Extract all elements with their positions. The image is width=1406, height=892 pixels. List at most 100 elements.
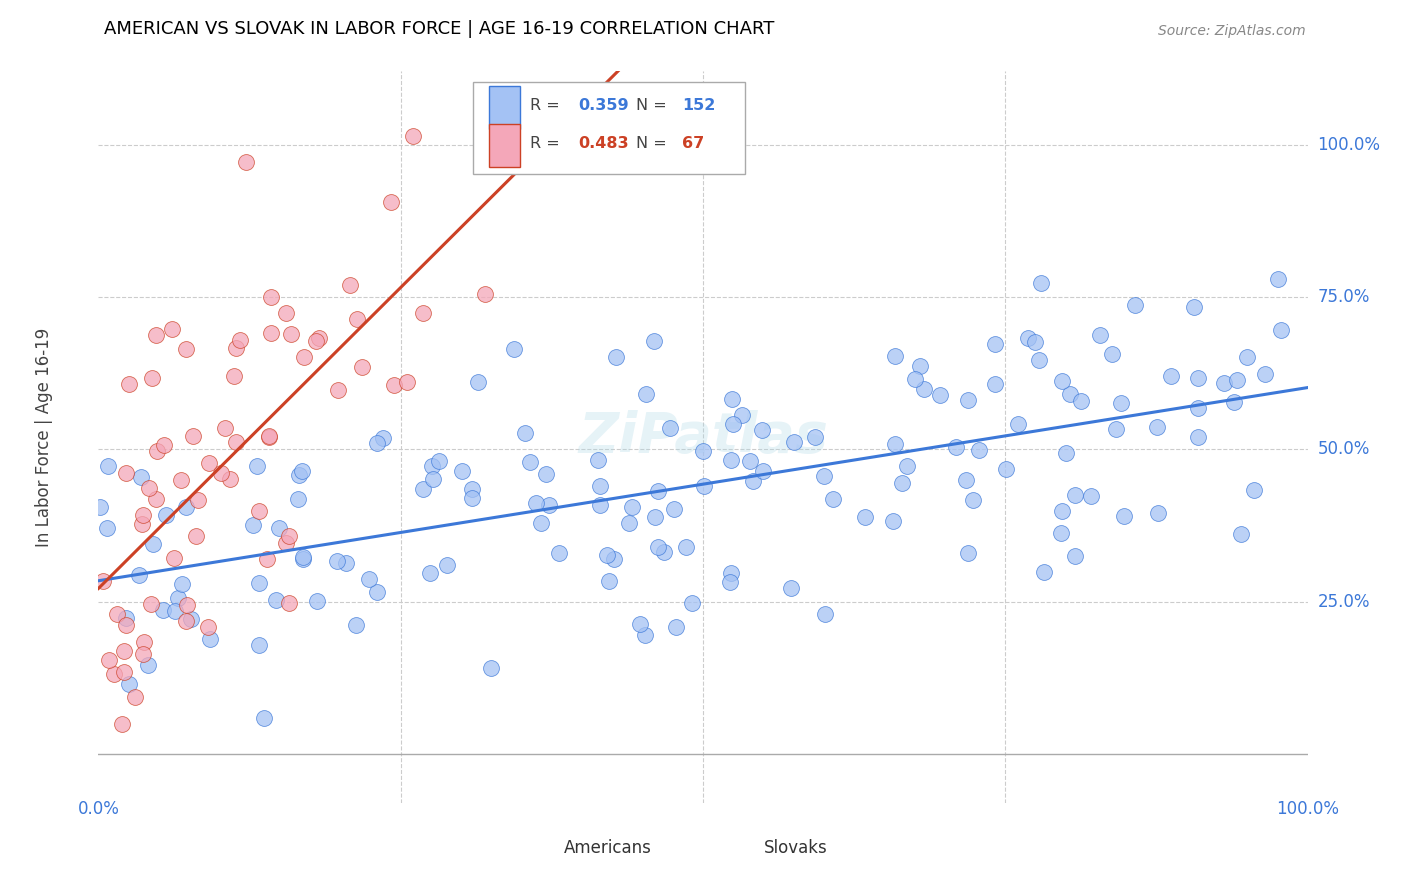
Point [903, 372, 925, 386]
Point [450, 464, 472, 478]
Point [225, 435, 247, 450]
FancyBboxPatch shape [474, 82, 745, 174]
Point [823, 491, 845, 506]
Point [1024, 335, 1046, 350]
Point [955, 473, 977, 487]
Point [146, 443, 169, 458]
Point [598, 574, 620, 588]
Point [1184, 301, 1206, 315]
Point [643, 334, 665, 348]
Point [276, 536, 298, 550]
Point [197, 619, 219, 633]
FancyBboxPatch shape [724, 832, 756, 866]
Text: 0.359: 0.359 [578, 98, 628, 113]
Point [779, 581, 801, 595]
Point [589, 498, 612, 512]
Point [634, 628, 657, 642]
Point [524, 496, 547, 510]
Point [111, 716, 134, 731]
Point [1064, 549, 1087, 563]
Point [292, 350, 315, 364]
Point [1267, 272, 1289, 286]
Point [1080, 489, 1102, 503]
Point [132, 508, 155, 522]
Point [170, 473, 193, 487]
Point [896, 459, 918, 474]
Point [412, 482, 434, 496]
Point [647, 540, 669, 554]
Point [605, 350, 627, 364]
Point [1160, 368, 1182, 383]
Point [247, 504, 270, 518]
Point [396, 375, 419, 389]
Point [335, 556, 357, 570]
Point [98, 652, 121, 666]
Point [855, 509, 877, 524]
Point [467, 376, 489, 390]
Point [222, 369, 245, 384]
Point [994, 461, 1017, 475]
Point [91, 574, 114, 589]
Point [89, 500, 111, 515]
Point [720, 452, 742, 467]
Point [269, 521, 291, 535]
Point [115, 467, 138, 481]
Point [912, 382, 935, 396]
Point [371, 431, 394, 445]
Point [675, 540, 697, 554]
Point [305, 594, 328, 608]
Point [721, 417, 744, 431]
Point [114, 617, 136, 632]
Point [720, 566, 742, 581]
Point [461, 491, 484, 505]
Point [1105, 422, 1128, 436]
Point [141, 537, 163, 551]
Point [167, 591, 190, 606]
Point [114, 644, 136, 658]
Point [105, 607, 128, 621]
Point [326, 554, 349, 568]
Point [136, 658, 159, 673]
Point [152, 438, 174, 452]
Point [131, 517, 153, 532]
Text: ZiPatlas: ZiPatlas [578, 410, 828, 464]
Point [187, 493, 209, 508]
Point [957, 546, 980, 560]
Point [134, 635, 156, 649]
Point [1187, 371, 1209, 385]
Point [617, 516, 640, 531]
Point [280, 327, 302, 342]
Point [1146, 420, 1168, 434]
Point [253, 711, 276, 725]
Point [882, 514, 904, 528]
Point [1187, 430, 1209, 444]
Point [752, 464, 775, 478]
Point [1187, 401, 1209, 416]
Point [721, 392, 744, 406]
Point [647, 484, 669, 499]
Point [1243, 483, 1265, 498]
Point [359, 572, 381, 586]
Point [967, 443, 990, 458]
Point [503, 107, 526, 121]
Point [339, 277, 361, 292]
Point [662, 501, 685, 516]
Point [366, 435, 388, 450]
Point [1050, 525, 1073, 540]
Text: R =: R = [530, 98, 565, 113]
Point [665, 619, 688, 633]
Point [235, 155, 257, 169]
Point [1109, 396, 1132, 410]
Point [1254, 367, 1277, 381]
Point [718, 574, 741, 589]
Point [628, 616, 651, 631]
Point [402, 128, 425, 143]
Point [595, 548, 617, 562]
Point [813, 469, 835, 483]
Point [115, 611, 138, 625]
Point [983, 376, 1005, 391]
Point [209, 466, 232, 480]
Text: 152: 152 [682, 98, 716, 113]
Point [225, 341, 247, 355]
Point [1101, 347, 1123, 361]
